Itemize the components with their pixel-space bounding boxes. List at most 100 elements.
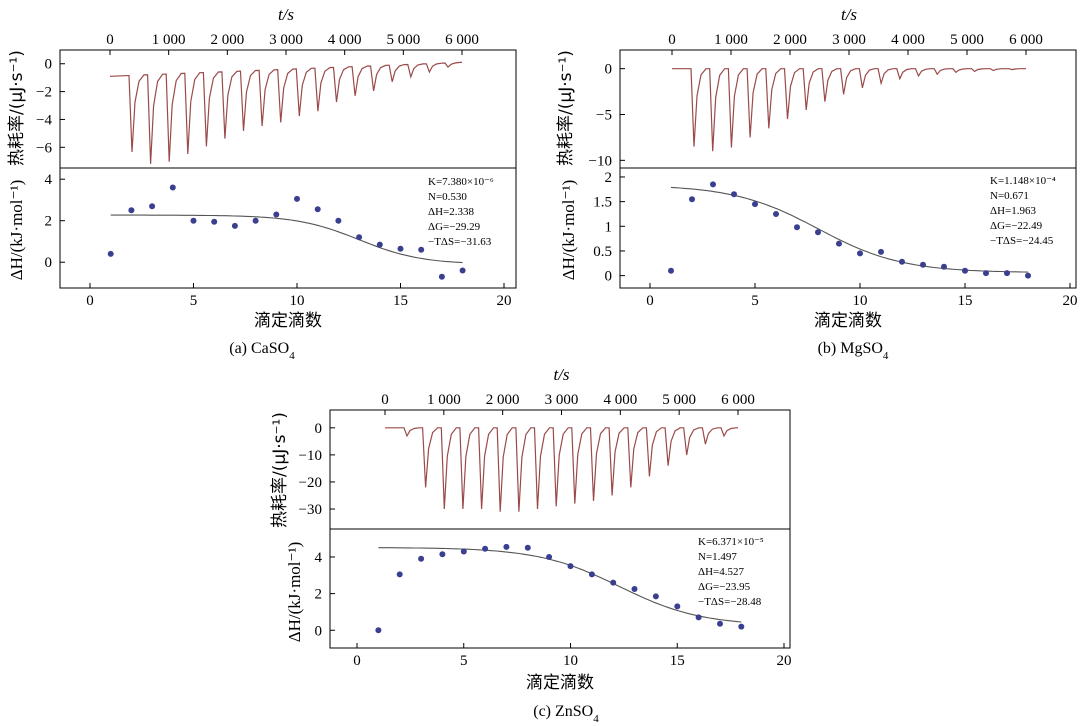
- data-point: [631, 586, 638, 592]
- bottom-y-axis-label: ΔH/(kJ·mol⁻¹): [285, 542, 304, 643]
- plot-frame: [59, 49, 517, 289]
- fit-parameter: ΔH=2.338: [428, 206, 474, 218]
- data-point: [567, 563, 574, 570]
- data-point: [396, 571, 403, 578]
- data-point: [717, 620, 723, 627]
- data-point: [375, 627, 382, 634]
- data-point: [738, 623, 745, 630]
- bottom-y-tick-label: 0.5: [593, 244, 612, 260]
- fit-parameter: K=7.380×10⁻⁶: [428, 176, 494, 188]
- top-axis-tick-label: 1 000: [152, 32, 186, 48]
- bottom-y-tick-label: 0: [45, 255, 53, 271]
- data-point: [438, 273, 445, 280]
- top-axis-tick-label: 3 000: [269, 32, 303, 48]
- data-point: [418, 246, 425, 253]
- data-point: [588, 571, 595, 578]
- bottom-x-tick-label: 20: [497, 293, 512, 309]
- bottom-x-tick-label: 20: [1063, 293, 1078, 309]
- top-axis-tick-label: 6 000: [1009, 32, 1043, 48]
- bottom-x-tick-label: 15: [958, 293, 973, 309]
- data-point: [983, 270, 989, 277]
- top-y-tick-label: −20: [299, 475, 322, 491]
- top-axis-label: t/s: [841, 5, 857, 24]
- bottom-x-tick-label: 10: [563, 653, 578, 669]
- bottom-y-tick-label: 1: [605, 219, 613, 235]
- top-axis-tick-label: 5 000: [662, 392, 696, 408]
- top-axis-label: t/s: [553, 365, 569, 384]
- data-point: [920, 261, 926, 268]
- data-point: [878, 248, 884, 255]
- bottom-y-axis-label: ΔH/(kJ·mol⁻¹): [7, 180, 26, 281]
- caption-subscript: 4: [593, 713, 599, 725]
- data-point: [460, 548, 467, 555]
- top-axis-tick-label: 0: [381, 392, 389, 408]
- plot-frame: [619, 49, 1077, 289]
- top-axis-tick-label: 4 000: [328, 32, 362, 48]
- data-point: [610, 579, 617, 586]
- caption-subscript: 4: [883, 350, 889, 362]
- bottom-x-tick-label: 5: [460, 653, 468, 669]
- data-point: [418, 555, 425, 562]
- data-point: [695, 614, 702, 621]
- data-point: [836, 240, 842, 247]
- panel-caption: (b) MgSO4: [818, 340, 889, 362]
- top-y-tick-label: −5: [596, 108, 612, 124]
- top-y-tick-label: 0: [605, 62, 613, 78]
- data-point: [356, 234, 363, 241]
- bottom-y-tick-label: 2: [315, 587, 323, 603]
- top-y-tick-label: −2: [36, 85, 52, 101]
- data-point: [899, 258, 905, 265]
- data-point: [815, 229, 821, 236]
- bottom-x-tick-label: 5: [751, 293, 759, 309]
- top-axis-tick-label: 6 000: [721, 392, 755, 408]
- data-point: [524, 544, 531, 551]
- fit-curve: [378, 547, 742, 623]
- top-axis-tick-label: 5 000: [386, 32, 420, 48]
- panel-caption: (c) ZnSO4: [533, 703, 599, 725]
- bottom-x-tick-label: 10: [290, 293, 305, 309]
- bottom-x-tick-label: 5: [190, 293, 198, 309]
- top-axis-tick-label: 4 000: [891, 32, 925, 48]
- bottom-y-tick-label: 2: [45, 214, 53, 230]
- top-axis-tick-label: 2 000: [486, 392, 520, 408]
- bottom-y-tick-label: 0: [315, 623, 323, 639]
- panel-b: 0 1 000 2 000 3 000 4 000 5 000 6 000 t/s 0 −5 −10…: [556, 5, 1078, 362]
- data-point: [503, 543, 510, 550]
- fit-curve: [110, 214, 463, 264]
- fit-parameter: ΔH=1.963: [990, 205, 1036, 217]
- top-y-axis-label: 热耗率/(μJ·s⁻¹): [270, 412, 290, 528]
- top-axis-tick-label: 6 000: [445, 32, 479, 48]
- data-point: [169, 184, 176, 191]
- data-point: [857, 250, 863, 257]
- data-point: [190, 217, 197, 224]
- data-point: [731, 191, 737, 198]
- fit-parameter: −TΔS=−31.63: [428, 236, 492, 248]
- top-y-tick-label: −6: [36, 140, 52, 156]
- fit-parameter: −TΔS=−24.45: [990, 235, 1054, 247]
- fit-parameter: ΔH=4.527: [698, 566, 744, 578]
- top-y-tick-label: 0: [315, 421, 323, 437]
- top-axis-tick-label: 3 000: [545, 392, 579, 408]
- top-axis-tick-label: 2 000: [773, 32, 807, 48]
- data-point: [273, 211, 280, 218]
- top-y-tick-label: −10: [299, 448, 322, 464]
- bottom-x-tick-label: 15: [670, 653, 685, 669]
- data-point: [459, 267, 466, 274]
- top-y-tick-label: −4: [36, 112, 52, 128]
- top-axis-tick-label: 1 000: [427, 392, 461, 408]
- bottom-y-tick-label: 4: [315, 550, 323, 566]
- bottom-y-tick-label: 4: [45, 172, 53, 188]
- top-y-tick-label: −30: [299, 502, 322, 518]
- data-point: [397, 245, 404, 252]
- thermogram-trace: [385, 427, 738, 512]
- data-point: [652, 593, 659, 600]
- top-axis-tick-label: 0: [668, 32, 676, 48]
- top-y-tick-label: −10: [589, 153, 612, 169]
- bottom-x-tick-label: 0: [646, 293, 654, 309]
- bottom-x-tick-label: 20: [777, 653, 792, 669]
- fit-curve: [670, 186, 1029, 273]
- bottom-x-axis-label: 滴定滴数: [814, 311, 882, 331]
- data-point: [149, 203, 156, 210]
- panel-a: 0 1 000 2 000 3 000 4 000 5 000 6 000 t/s 0 −2 −4 −…: [7, 5, 517, 362]
